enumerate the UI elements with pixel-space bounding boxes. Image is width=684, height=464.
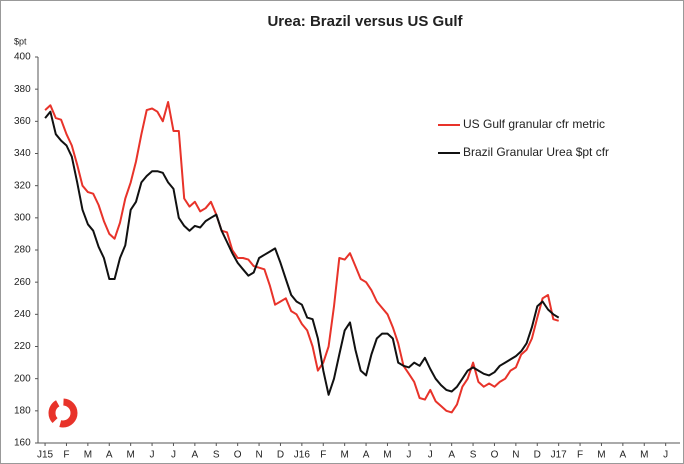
series-line (44, 110, 560, 396)
chart-title: Urea: Brazil versus US Gulf (267, 13, 463, 30)
x-tick-label: M (84, 450, 92, 461)
x-tick-label: D (534, 450, 541, 461)
y-tick-label: 160 (14, 438, 31, 449)
x-tick-label: D (277, 450, 284, 461)
x-tick-label: J17 (551, 450, 568, 461)
y-tick-label: 200 (14, 373, 31, 384)
x-tick-label: J (171, 450, 176, 461)
x-tick-label: N (255, 450, 262, 461)
x-tick-label: M (597, 450, 605, 461)
y-tick-label: 180 (14, 405, 31, 416)
x-tick-label: S (213, 450, 220, 461)
y-tick-label: 260 (14, 277, 31, 288)
y-tick-label: 340 (14, 148, 31, 159)
legend-label: Brazil Granular Urea $pt cfr (463, 145, 609, 159)
y-tick-label: 280 (14, 245, 31, 256)
x-tick-label: J (663, 450, 668, 461)
x-tick-label: M (340, 450, 348, 461)
x-tick-label: A (620, 450, 627, 461)
x-tick-label: M (383, 450, 391, 461)
x-tick-label: J (150, 450, 155, 461)
y-tick-label: 320 (14, 180, 31, 191)
y-tick-label: 360 (14, 116, 31, 127)
x-tick-label: F (320, 450, 326, 461)
x-tick-label: A (106, 450, 113, 461)
y-tick-label: 240 (14, 309, 31, 320)
y-tick-label: 300 (14, 212, 31, 223)
x-tick-label: A (192, 450, 199, 461)
y-tick-label: 400 (14, 52, 31, 63)
x-tick-label: O (491, 450, 499, 461)
x-tick-label: O (234, 450, 242, 461)
x-tick-label: A (448, 450, 455, 461)
y-axis-label: $pt (14, 36, 27, 46)
series-line (44, 101, 559, 414)
x-tick-label: J (428, 450, 433, 461)
x-tick-label: M (640, 450, 648, 461)
x-tick-label: J15 (37, 450, 54, 461)
x-tick-label: M (126, 450, 134, 461)
x-tick-label: N (512, 450, 519, 461)
y-tick-label: 380 (14, 84, 31, 95)
logo (48, 398, 78, 428)
x-tick-label: F (577, 450, 583, 461)
x-tick-label: F (63, 450, 69, 461)
x-tick-label: S (470, 450, 477, 461)
x-tick-label: J (406, 450, 411, 461)
x-tick-label: A (363, 450, 370, 461)
legend-label: US Gulf granular cfr metric (463, 117, 605, 131)
y-tick-label: 220 (14, 341, 31, 352)
x-tick-label: J16 (294, 450, 311, 461)
